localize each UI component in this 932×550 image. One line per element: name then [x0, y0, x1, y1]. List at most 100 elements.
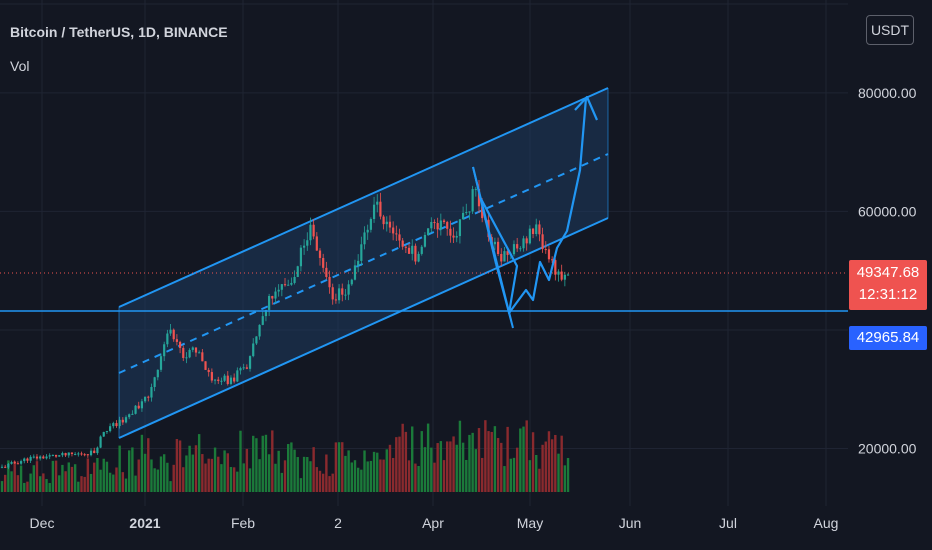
volume-bar	[210, 458, 214, 492]
volume-bar	[153, 468, 156, 492]
price-tick-label: 20000.00	[858, 441, 917, 457]
candle-body	[185, 357, 188, 359]
volume-bar	[477, 428, 481, 492]
candle-body	[433, 221, 436, 224]
candle-body	[175, 339, 178, 342]
volume-bar	[80, 476, 83, 492]
candle-body	[210, 372, 213, 381]
candle-body	[213, 379, 217, 381]
volume-bar	[350, 462, 353, 492]
volume-bar	[185, 455, 188, 492]
candle-body	[436, 223, 439, 230]
candle-body	[131, 413, 134, 415]
volume-bar	[19, 465, 23, 492]
candle-body	[516, 244, 519, 249]
candle-body	[159, 356, 163, 370]
currency-button[interactable]: USDT	[866, 15, 914, 45]
volume-bar	[372, 451, 376, 492]
candle-body	[147, 396, 150, 398]
volume-bar	[563, 465, 567, 492]
volume-bar	[48, 483, 51, 492]
projection-path	[479, 97, 588, 315]
candle-body	[360, 244, 363, 261]
price-tick-label: 80000.00	[858, 85, 917, 101]
candle-body	[344, 294, 347, 296]
candle-body	[446, 222, 449, 229]
volume-bar	[287, 444, 290, 492]
candle-body	[163, 344, 166, 357]
candle-body	[366, 229, 369, 233]
candle-body	[248, 356, 252, 369]
candle-body	[74, 453, 77, 455]
candle-body	[369, 219, 372, 230]
volume-bar	[42, 473, 45, 492]
candle-body	[121, 419, 124, 423]
candle-body	[264, 309, 268, 317]
candle-body	[19, 461, 23, 464]
volume-bar	[108, 472, 112, 492]
volume-bar	[306, 456, 309, 492]
candle-body	[86, 454, 89, 456]
volume-bar	[204, 463, 207, 492]
symbol-title[interactable]: Bitcoin / TetherUS, 1D, BINANCE	[10, 24, 228, 40]
time-tick-label: Jun	[619, 515, 642, 531]
volume-bar	[557, 453, 560, 492]
candle-body	[166, 333, 169, 345]
candle-body	[395, 233, 398, 235]
volume-bar	[420, 431, 423, 492]
volume-bar	[182, 467, 185, 492]
candle-body	[541, 234, 544, 250]
candle-body	[322, 257, 325, 268]
volume-bar	[3, 474, 7, 492]
candle-body	[156, 369, 159, 378]
candle-body	[102, 432, 105, 437]
volume-bar	[541, 444, 544, 492]
volume-bar	[274, 463, 277, 492]
volume-bar	[147, 438, 150, 492]
candle-body	[357, 260, 360, 266]
candle-body	[239, 368, 242, 371]
volume-bar	[58, 475, 61, 492]
volume-bar	[64, 471, 67, 492]
candle-body	[134, 405, 137, 414]
candle-body	[401, 240, 404, 247]
volume-bar	[10, 471, 13, 492]
volume-bar	[334, 442, 338, 492]
volume-bar	[89, 473, 93, 492]
candle-body	[500, 254, 503, 262]
candle-body	[458, 219, 462, 237]
candle-body	[118, 419, 121, 427]
volume-indicator-label[interactable]: Vol	[10, 58, 30, 74]
candle-body	[236, 370, 239, 382]
candle-body	[331, 287, 334, 300]
volume-bar	[535, 454, 538, 492]
volume-bar	[239, 430, 242, 492]
volume-bar	[159, 456, 163, 492]
candle-body	[312, 224, 315, 237]
candle-body	[16, 463, 19, 465]
volume-bar	[96, 457, 99, 492]
candle-body	[93, 450, 96, 454]
candle-body	[80, 453, 83, 455]
candle-body	[178, 341, 182, 348]
candle-body	[35, 456, 39, 459]
volume-bar	[248, 468, 252, 492]
candle-body	[420, 246, 423, 254]
volume-bar	[449, 441, 452, 492]
candle-body	[96, 447, 99, 454]
candle-body	[557, 271, 560, 275]
candle-body	[83, 454, 86, 456]
volume-bar	[496, 438, 500, 492]
volume-bar	[512, 457, 516, 492]
candle-body	[347, 284, 350, 295]
volume-bar	[522, 426, 525, 492]
volume-bar	[105, 461, 109, 492]
candle-body	[201, 352, 204, 362]
candle-body	[442, 220, 446, 223]
candle-body	[423, 234, 427, 247]
volume-bar	[480, 457, 484, 492]
channel-drawing	[118, 87, 609, 439]
volume-bar	[150, 459, 153, 492]
candle-body	[287, 284, 290, 286]
